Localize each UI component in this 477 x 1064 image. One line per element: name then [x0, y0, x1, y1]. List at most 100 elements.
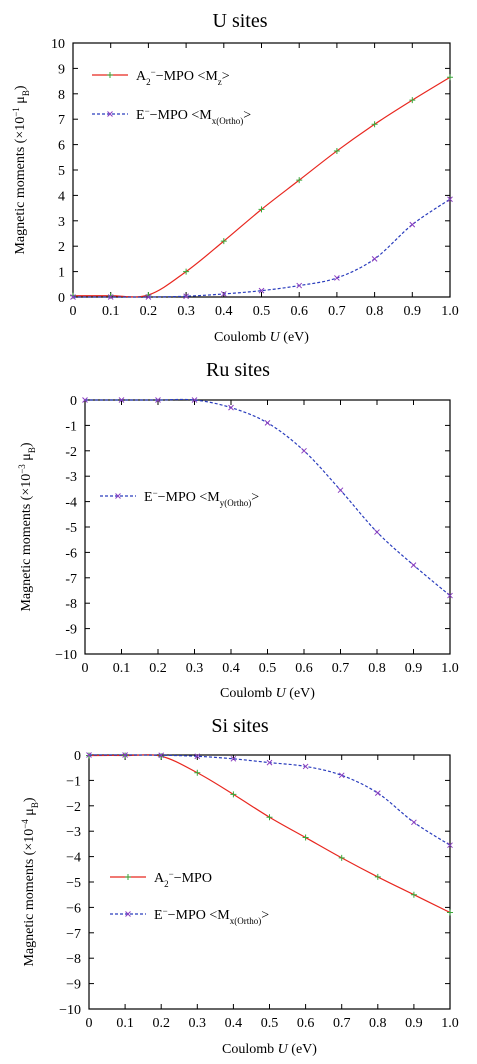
legend-label: E−−MPO <My(Ortho)> [144, 488, 259, 508]
x-axis-label: Coulomb U (eV) [214, 330, 309, 345]
y-tick-label: −4 [66, 851, 81, 866]
y-tick-label: -5 [65, 521, 77, 536]
data-point [266, 759, 273, 766]
y-tick-label: 2 [58, 240, 65, 255]
x-tick-label: 0.9 [404, 304, 422, 319]
data-point [258, 206, 265, 213]
data-point [409, 221, 416, 228]
data-point [296, 177, 303, 184]
y-tick-label: −10 [55, 648, 77, 663]
y-tick-label: -1 [65, 419, 77, 434]
legend-label: E−−MPO <Mx(Ortho)> [136, 106, 251, 126]
x-tick-label: 0.8 [368, 661, 386, 676]
y-tick-label: −6 [66, 901, 81, 916]
legend-label: A2−−MPO <Mz> [136, 67, 230, 87]
y-tick-label: −8 [66, 952, 81, 967]
x-tick-label: 0.1 [113, 661, 131, 676]
data-point [230, 755, 237, 762]
y-tick-label: -7 [65, 572, 77, 587]
x-tick-label: 0.7 [328, 304, 346, 319]
chart-panel-1: U sites 0 0.1 0.2 0.3 0.4 0.5 0.6 0.7 0.8 0.9 1.0 0 1… [11, 10, 459, 345]
y-axis-label: Magnetic moments (×10−3 μB) [17, 442, 37, 611]
x-tick-label: 0.3 [186, 661, 204, 676]
x-tick-label: 0 [70, 304, 77, 319]
y-axis-label: Magnetic moments (×10−1 μB) [11, 85, 31, 254]
x-tick-label: 0.6 [297, 1016, 315, 1031]
data-point [266, 814, 273, 821]
legend-marker [107, 72, 113, 78]
x-tick-label: 0.2 [152, 1016, 170, 1031]
series-line-1 [85, 398, 451, 597]
chart-title: U sites [213, 10, 268, 32]
x-tick-label: 0.4 [222, 661, 240, 676]
data-point [158, 753, 165, 760]
data-point [447, 74, 453, 81]
x-tick-label: 0.3 [177, 304, 195, 319]
y-tick-label: -4 [65, 496, 77, 511]
data-point [411, 819, 417, 826]
chart-title: Ru sites [206, 359, 270, 381]
data-point [409, 97, 416, 104]
x-axis-label: Coulomb U (eV) [222, 1042, 317, 1057]
series-line-2 [73, 198, 451, 298]
data-point [301, 447, 307, 454]
y-tick-label: -2 [65, 445, 77, 460]
x-tick-label: 0.8 [369, 1016, 387, 1031]
x-tick-label: 0.9 [405, 661, 423, 676]
data-point [86, 752, 92, 758]
data-point [107, 294, 114, 300]
legend-marker [115, 493, 121, 499]
data-point [183, 268, 190, 275]
y-tick-label: −3 [66, 825, 81, 840]
data-point [371, 121, 378, 128]
x-tick-label: 0.5 [253, 304, 271, 319]
data-point [296, 282, 303, 289]
data-point [264, 420, 271, 426]
chart-title: Si sites [211, 715, 268, 737]
y-axis-label: Magnetic moments (×10−4 μB) [20, 797, 40, 966]
data-point [338, 772, 345, 779]
data-point [302, 834, 309, 841]
legend-label: A2−−MPO [154, 869, 212, 889]
x-tick-label: 0.3 [189, 1016, 207, 1031]
data-point [333, 147, 340, 154]
x-tick-label: 0.7 [333, 1016, 351, 1031]
data-point [183, 293, 189, 300]
data-point [374, 790, 381, 796]
y-tick-label: -8 [65, 597, 77, 612]
data-point [122, 752, 128, 758]
y-tick-label: 5 [58, 164, 65, 179]
y-tick-label: -3 [65, 470, 77, 485]
data-point [447, 909, 453, 916]
y-tick-label: −7 [66, 927, 81, 942]
data-point [447, 592, 453, 599]
y-tick-label: 6 [58, 139, 65, 154]
x-tick-label: 0.9 [405, 1016, 423, 1031]
data-point [194, 769, 201, 776]
y-tick-label: 4 [58, 189, 65, 204]
y-tick-label: −9 [66, 978, 81, 993]
data-point [410, 562, 417, 568]
y-tick-label: 3 [58, 215, 65, 230]
data-point [82, 397, 88, 403]
data-point [338, 854, 345, 861]
data-point [302, 763, 309, 770]
y-tick-label: 7 [58, 113, 65, 128]
legend-marker [125, 874, 131, 880]
data-point [158, 752, 165, 759]
data-point [220, 238, 227, 245]
data-point [371, 256, 378, 262]
series-line-1 [88, 754, 451, 914]
series-line-1 [72, 76, 451, 298]
y-tick-label: 8 [58, 88, 65, 103]
data-point [447, 842, 453, 849]
data-point [334, 275, 340, 281]
x-axis-label: Coulomb U (eV) [220, 686, 315, 701]
x-tick-label: 1.0 [441, 661, 459, 676]
plot-frame [72, 42, 451, 298]
y-tick-label: -9 [65, 623, 77, 638]
legend-marker [107, 111, 113, 117]
y-tick-label: −5 [66, 876, 81, 891]
data-point [374, 873, 381, 880]
